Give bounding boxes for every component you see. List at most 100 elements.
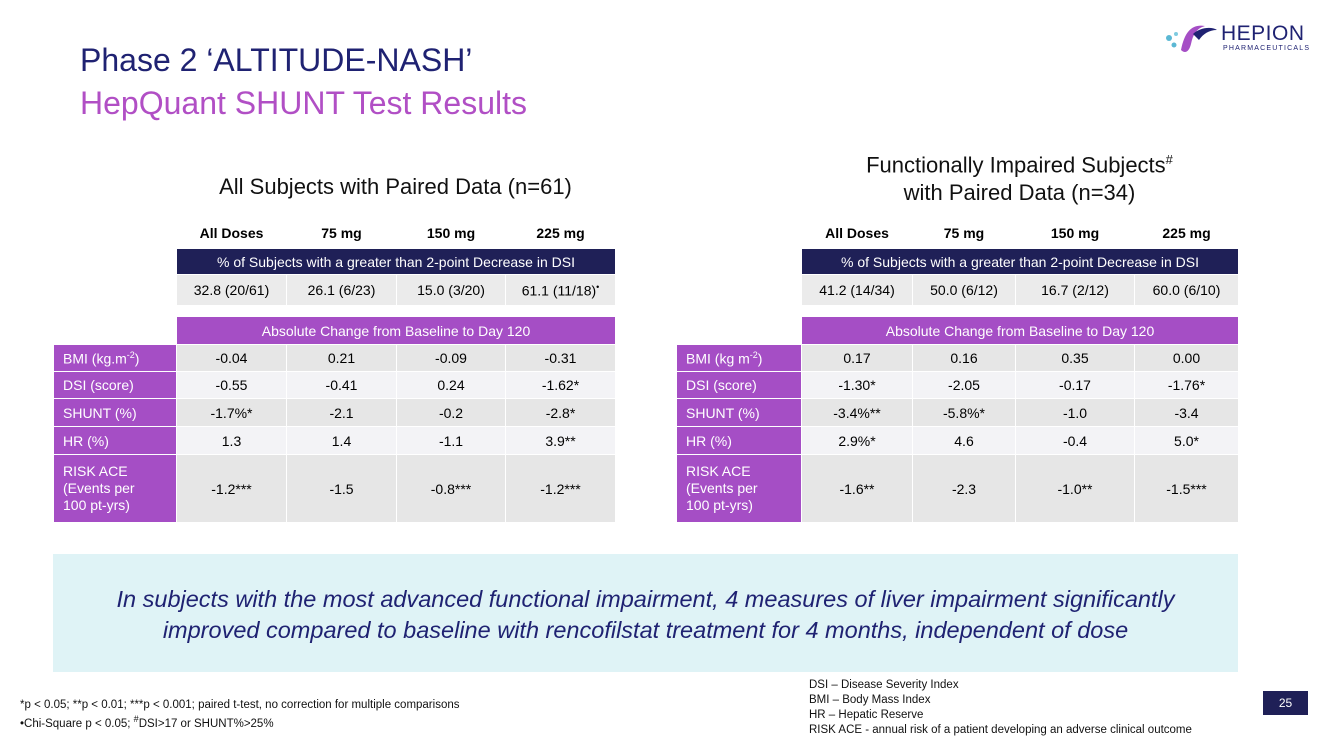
table-cell: 0.16 [912,344,1016,372]
column-header: All Doses [801,217,913,249]
row-label-shunt: SHUNT (%) [53,398,177,427]
table-cell: 2.9%* [801,426,913,455]
row-label-dsi: DSI (score) [676,371,802,399]
row-label-hr: HR (%) [676,426,802,455]
definition-item: BMI – Body Mass Index [809,694,931,706]
left-results-table: All Doses 75 mg 150 mg 225 mg % of Subje… [53,217,616,523]
row-label-bmi: BMI (kg.m-2) [53,344,177,372]
table-cell: -2.8* [505,398,616,427]
right-panel-title-line2: with Paired Data (n=34) [903,180,1136,206]
footnote-chi-square: •Chi-Square p < 0.05; #DSI>17 or SHUNT%>… [20,714,274,730]
table-cell: 0.35 [1015,344,1135,372]
table-cell: -1.0 [1015,398,1135,427]
right-panel-title-line1: Functionally Impaired Subjects [866,152,1166,178]
table-row: HR (%) 1.3 1.4 -1.1 3.9** [53,426,616,455]
pct-value: 41.2 (14/34) [801,274,913,306]
table-cell: -2.1 [286,398,397,427]
definition-item: RISK ACE - annual risk of a patient deve… [809,724,1192,736]
right-results-table: All Doses 75 mg 150 mg 225 mg % of Subje… [676,217,1239,523]
table-cell: -1.62* [505,371,616,399]
row-label-shunt: SHUNT (%) [676,398,802,427]
abbreviation-definitions: DSI – Disease Severity Index BMI – Body … [809,678,1192,738]
table-cell: -0.8*** [396,454,506,523]
column-header: 75 mg [286,217,397,249]
table-row: DSI (score) -0.55 -0.41 0.24 -1.62* [53,371,616,399]
table-row: RISK ACE (Events per 100 pt-yrs) -1.6** -2… [676,454,1239,523]
table-cell: 4.6 [912,426,1016,455]
table-cell: 1.4 [286,426,397,455]
row-label-hr: HR (%) [53,426,177,455]
table-cell: -0.04 [176,344,287,372]
right-panel-title-sup: # [1165,152,1173,167]
pct-value: 60.0 (6/10) [1134,274,1239,306]
table-cell: -5.8%* [912,398,1016,427]
definition-item: HR – Hepatic Reserve [809,709,924,721]
table-row: HR (%) 2.9%* 4.6 -0.4 5.0* [676,426,1239,455]
table-row: SHUNT (%) -1.7%* -2.1 -0.2 -2.8* [53,398,616,427]
pct-band-header: % of Subjects with a greater than 2-poin… [176,248,616,275]
table-cell: -1.7%* [176,398,287,427]
table-cell: -1.5*** [1134,454,1239,523]
table-cell: -2.3 [912,454,1016,523]
pct-value-cell: 61.1 (11/18)• [505,274,616,306]
change-band-header: Absolute Change from Baseline to Day 120 [801,316,1239,345]
table-cell: -1.5 [286,454,397,523]
row-label-dsi: DSI (score) [53,371,177,399]
column-header: 150 mg [1015,217,1135,249]
column-header: 225 mg [505,217,616,249]
table-cell: 1.3 [176,426,287,455]
table-cell: -0.2 [396,398,506,427]
table-row: DSI (score) -1.30* -2.05 -0.17 -1.76* [676,371,1239,399]
table-row: RISK ACE (Events per 100 pt-yrs) -1.2*** -… [53,454,616,523]
table-cell: 0.17 [801,344,913,372]
callout-line2: improved compared to baseline with renco… [162,617,1129,643]
pct-value: 32.8 (20/61) [176,274,287,306]
column-header: 75 mg [912,217,1016,249]
table-cell: -0.55 [176,371,287,399]
left-panel-title: All Subjects with Paired Data (n=61) [219,174,572,199]
pct-value: 16.7 (2/12) [1015,274,1135,306]
table-row: SHUNT (%) -3.4%** -5.8%* -1.0 -3.4 [676,398,1239,427]
hepion-logo: HEPION PHARMACEUTICALS [1163,20,1313,60]
row-label-risk-ace: RISK ACE (Events per 100 pt-yrs) [53,454,177,523]
table-cell: -1.2*** [176,454,287,523]
table-cell: -1.1 [396,426,506,455]
table-row: BMI (kg m-2) 0.17 0.16 0.35 0.00 [676,344,1239,372]
page-number: 25 [1263,691,1308,715]
change-band-header: Absolute Change from Baseline to Day 120 [176,316,616,345]
table-cell: -3.4 [1134,398,1239,427]
table-cell: -1.30* [801,371,913,399]
key-finding-callout: In subjects with the most advanced funct… [53,554,1238,672]
right-panel-title: Functionally Impaired Subjects# with Pai… [801,146,1238,207]
table-cell: 0.00 [1134,344,1239,372]
definition-item: DSI – Disease Severity Index [809,679,959,691]
table-cell: -3.4%** [801,398,913,427]
table-cell: -0.4 [1015,426,1135,455]
table-cell: -2.05 [912,371,1016,399]
table-cell: -1.6** [801,454,913,523]
table-cell: -1.2*** [505,454,616,523]
page-title: Phase 2 ‘ALTITUDE-NASH’ [80,42,473,78]
pct-value: 50.0 (6/12) [912,274,1016,306]
table-cell: 0.21 [286,344,397,372]
logo-sub-text: PHARMACEUTICALS [1223,45,1311,52]
hepion-logo-icon [1166,25,1217,52]
table-cell: -0.09 [396,344,506,372]
page-subtitle: HepQuant SHUNT Test Results [80,85,527,121]
pct-value: 26.1 (6/23) [286,274,397,306]
table-cell: -1.0** [1015,454,1135,523]
table-cell: 0.24 [396,371,506,399]
pct-value: 15.0 (3/20) [396,274,506,306]
table-cell: -1.76* [1134,371,1239,399]
table-cell: 3.9** [505,426,616,455]
table-cell: -0.31 [505,344,616,372]
column-header: 150 mg [396,217,506,249]
table-cell: -0.17 [1015,371,1135,399]
table-row: BMI (kg.m-2) -0.04 0.21 -0.09 -0.31 [53,344,616,372]
pct-value: 61.1 (11/18) [521,282,597,299]
row-label-bmi: BMI (kg m-2) [676,344,802,372]
chi-square-mark: • [596,281,600,292]
column-header: 225 mg [1134,217,1239,249]
table-cell: -0.41 [286,371,397,399]
row-label-risk-ace: RISK ACE (Events per 100 pt-yrs) [676,454,802,523]
